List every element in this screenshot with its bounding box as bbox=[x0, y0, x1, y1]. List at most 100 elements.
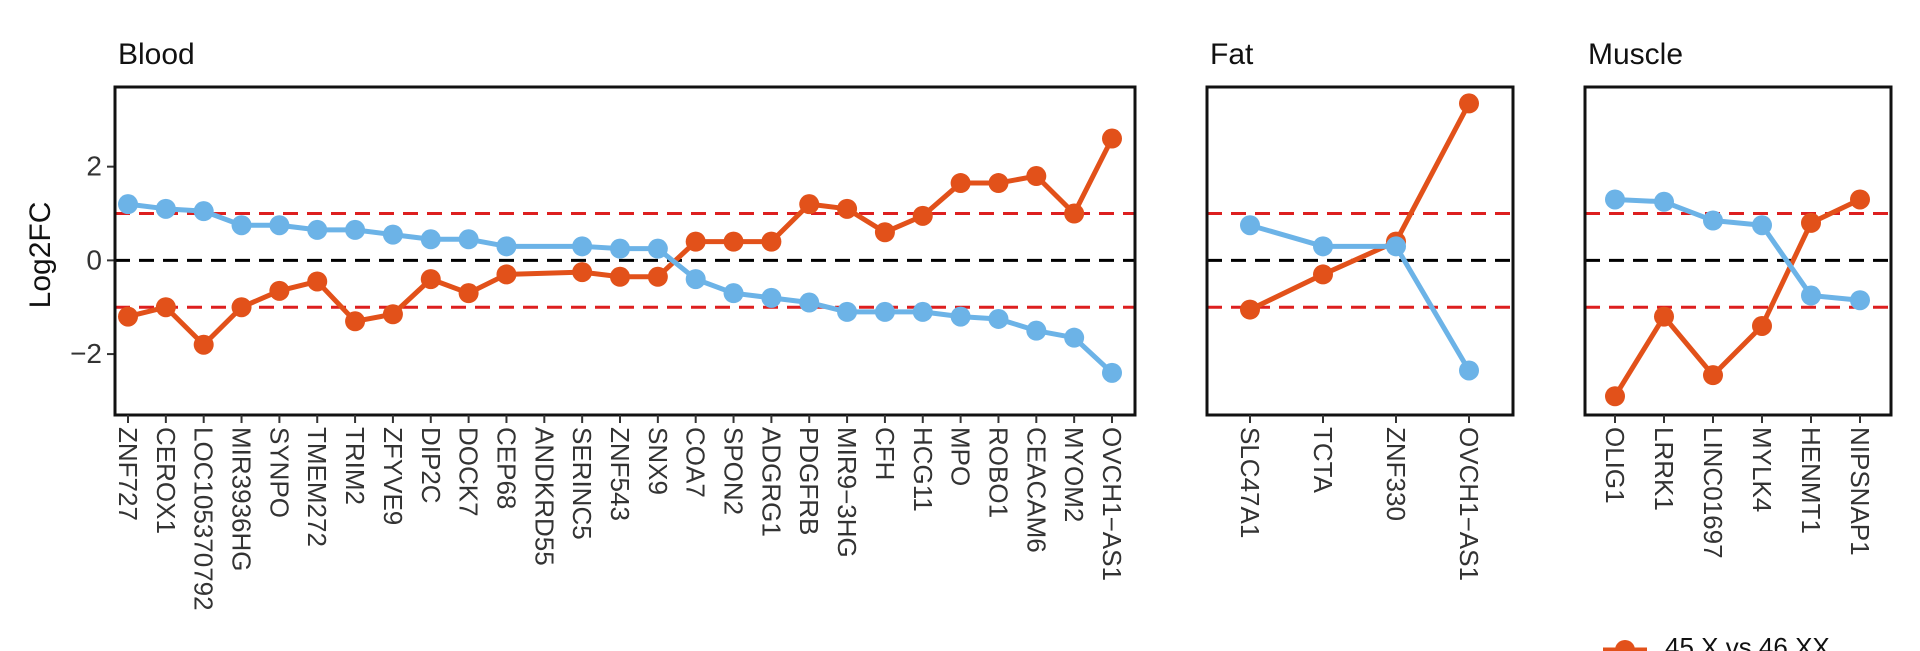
data-point-orange-robo1 bbox=[988, 173, 1009, 194]
data-point-orange-mir9-3hg bbox=[837, 198, 858, 219]
data-point-orange-serinc5 bbox=[572, 262, 593, 283]
x-tick-label-robo1: ROBO1 bbox=[983, 427, 1013, 518]
x-tick-label-znf543: ZNF543 bbox=[605, 427, 635, 521]
data-point-blue-znf543 bbox=[610, 238, 630, 259]
x-tick-label-lrrk1: LRRK1 bbox=[1649, 427, 1679, 511]
data-point-orange-cfh bbox=[874, 222, 895, 243]
x-tick-label-coa7: COA7 bbox=[681, 427, 711, 498]
x-tick-label-snx9: SNX9 bbox=[643, 427, 673, 495]
y-tick-label: 2 bbox=[86, 151, 102, 182]
data-point-blue-mir3936hg bbox=[231, 215, 252, 236]
data-point-orange-slc47a1 bbox=[1240, 299, 1260, 320]
data-point-blue-spon2 bbox=[723, 283, 744, 304]
data-point-blue-zfyve9 bbox=[382, 224, 403, 245]
data-point-blue-myom2 bbox=[1064, 327, 1085, 348]
x-tick-label-andkrd55: ANDKRD55 bbox=[529, 427, 559, 566]
x-tick-label-dock7: DOCK7 bbox=[454, 427, 484, 517]
x-tick-label-loc105370792: LOC105370792 bbox=[189, 427, 219, 611]
data-point-blue-mpo bbox=[950, 306, 971, 327]
x-tick-label-synpo: SYNPO bbox=[264, 427, 294, 518]
chart-panels: 2 0 −2 Blood ZNF727 CEROX1 LOC105370792 MIR3936… bbox=[70, 38, 1893, 611]
x-tick-label-tmem272: TMEM272 bbox=[302, 427, 332, 547]
x-tick-label-mir3936hg: MIR3936HG bbox=[227, 427, 257, 572]
data-point-blue-slc47a1 bbox=[1240, 215, 1260, 236]
x-tick-label-olig1: OLIG1 bbox=[1600, 427, 1630, 504]
panel-title: Blood bbox=[118, 38, 195, 71]
panel-frame bbox=[1205, 85, 1515, 417]
data-point-orange-mpo bbox=[950, 173, 971, 194]
panel-muscle: Muscle OLIG1 LRRK1 LINC01697 MYLK4 HENMT1 NIPS… bbox=[1583, 38, 1893, 559]
data-point-blue-cerox1 bbox=[155, 198, 176, 219]
panel-frame bbox=[113, 85, 1137, 417]
x-tick-label-slc47a1: SLC47A1 bbox=[1235, 427, 1265, 538]
data-point-orange-spon2 bbox=[723, 231, 744, 252]
data-point-orange-lrrk1 bbox=[1654, 306, 1674, 327]
data-point-blue-synpo bbox=[269, 215, 290, 236]
data-point-blue-linc01697 bbox=[1703, 210, 1723, 231]
data-point-blue-adgrg1 bbox=[761, 287, 782, 308]
data-point-blue-trim2 bbox=[345, 219, 366, 240]
x-tick-label-mylk4: MYLK4 bbox=[1747, 427, 1777, 512]
x-tick-label-adgrg1: ADGRG1 bbox=[756, 427, 786, 537]
data-point-blue-tcta bbox=[1313, 236, 1333, 257]
data-point-blue-coa7 bbox=[685, 269, 706, 290]
data-point-blue-ceacam6 bbox=[1026, 320, 1047, 341]
data-point-blue-serinc5 bbox=[572, 236, 593, 257]
data-point-blue-dock7 bbox=[458, 229, 479, 250]
data-point-blue-olig1 bbox=[1605, 189, 1625, 210]
x-tick-label-pdgfrb: PDGFRB bbox=[794, 427, 824, 535]
x-tick-label-znf727: ZNF727 bbox=[113, 427, 143, 521]
data-point-orange-tmem272 bbox=[307, 271, 328, 292]
x-tick-label-serinc5: SERINC5 bbox=[567, 427, 597, 540]
panel-title: Muscle bbox=[1588, 38, 1683, 71]
x-tick-label-znf330: ZNF330 bbox=[1381, 427, 1411, 521]
x-tick-label-zfyve9: ZFYVE9 bbox=[378, 427, 408, 525]
data-point-blue-cfh bbox=[874, 301, 895, 322]
series-line-blue bbox=[1249, 222, 1472, 372]
data-point-orange-pdgfrb bbox=[799, 194, 820, 215]
panel-fat: Fat SLC47A1 TCTA ZNF330 OVCH1−AS1 bbox=[1205, 38, 1515, 581]
data-point-orange-henmt1 bbox=[1801, 212, 1821, 233]
x-tick-label-henmt1: HENMT1 bbox=[1796, 427, 1826, 534]
data-point-blue-snx9 bbox=[647, 238, 668, 259]
data-point-orange-trim2 bbox=[345, 311, 366, 332]
data-point-blue-ovch1-as1 bbox=[1459, 360, 1479, 381]
data-point-orange-synpo bbox=[269, 280, 290, 301]
data-point-blue-tmem272 bbox=[307, 219, 328, 240]
y-tick-label: 0 bbox=[86, 244, 102, 275]
data-point-blue-mir9-3hg bbox=[837, 301, 858, 322]
data-point-blue-nipsnap1 bbox=[1850, 290, 1870, 311]
data-point-orange-zfyve9 bbox=[382, 304, 403, 325]
data-point-blue-pdgfrb bbox=[799, 292, 820, 313]
data-point-blue-dip2c bbox=[420, 229, 441, 250]
data-point-orange-coa7 bbox=[685, 231, 706, 252]
x-tick-label-dip2c: DIP2C bbox=[416, 427, 446, 504]
data-point-blue-ovch1-as1 bbox=[1102, 362, 1122, 383]
x-tick-label-nipsnap1: NIPSNAP1 bbox=[1845, 427, 1875, 556]
data-point-blue-cep68 bbox=[496, 236, 517, 257]
data-point-blue-hcg11 bbox=[912, 301, 933, 322]
y-axis-label: Log2FC bbox=[24, 202, 57, 309]
data-point-orange-znf543 bbox=[610, 266, 630, 287]
data-point-orange-dip2c bbox=[420, 269, 441, 290]
data-point-orange-adgrg1 bbox=[761, 231, 782, 252]
panel-blood: Blood ZNF727 CEROX1 LOC105370792 MIR3936HG SY… bbox=[113, 38, 1137, 611]
data-point-blue-mylk4 bbox=[1752, 215, 1772, 236]
data-point-orange-linc01697 bbox=[1703, 365, 1723, 386]
data-point-blue-robo1 bbox=[988, 308, 1009, 329]
data-point-orange-snx9 bbox=[647, 266, 668, 287]
data-point-blue-loc105370792 bbox=[193, 201, 214, 222]
x-tick-label-cerox1: CEROX1 bbox=[151, 427, 181, 534]
data-point-orange-olig1 bbox=[1605, 386, 1625, 407]
data-point-orange-cerox1 bbox=[155, 297, 176, 318]
legend-marker bbox=[1615, 640, 1635, 651]
panel-frame bbox=[1583, 85, 1893, 417]
x-tick-label-hcg11: HCG11 bbox=[908, 427, 938, 512]
legend-label: 45,X vs 46,XX bbox=[1665, 632, 1830, 651]
x-tick-label-cep68: CEP68 bbox=[491, 427, 521, 509]
data-point-blue-henmt1 bbox=[1801, 285, 1821, 306]
series-line-orange bbox=[1248, 102, 1472, 312]
legend: 45,X vs 46,XX bbox=[1603, 632, 1830, 651]
panel-title: Fat bbox=[1210, 38, 1254, 71]
